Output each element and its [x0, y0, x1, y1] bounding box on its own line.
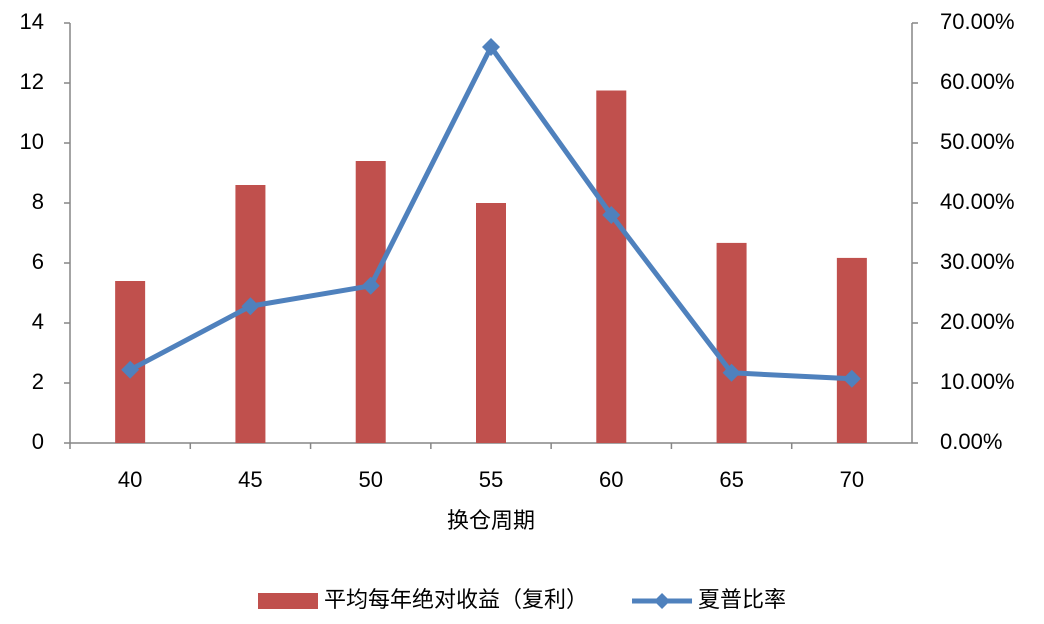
bar	[716, 242, 747, 443]
x-tick-label: 55	[479, 467, 503, 492]
bar	[355, 161, 386, 443]
y2-tick-label: 40.00%	[940, 189, 1015, 214]
legend-label: 夏普比率	[698, 587, 786, 612]
y-tick-label: 14	[20, 9, 44, 34]
legend-marker	[654, 593, 671, 609]
x-tick-label: 70	[840, 467, 864, 492]
y2-tick-label: 0.00%	[940, 429, 1002, 454]
x-tick-label: 45	[238, 467, 262, 492]
line-marker	[241, 297, 260, 316]
y2-tick-label: 60.00%	[940, 69, 1015, 94]
y-tick-label: 10	[20, 129, 44, 154]
y-tick-label: 2	[32, 369, 44, 394]
line-marker	[121, 360, 140, 379]
y2-tick-label: 70.00%	[940, 9, 1015, 34]
y2-tick-label: 10.00%	[940, 369, 1015, 394]
line-marker	[842, 369, 861, 388]
y2-tick-label: 50.00%	[940, 129, 1015, 154]
x-tick-label: 50	[358, 467, 382, 492]
y-tick-label: 8	[32, 189, 44, 214]
y2-tick-label: 30.00%	[940, 249, 1015, 274]
legend-swatch	[258, 593, 318, 609]
bar	[596, 90, 627, 443]
bar	[836, 257, 867, 443]
legend-label: 平均每年绝对收益（复利）	[324, 587, 588, 612]
y-tick-label: 4	[32, 309, 44, 334]
line-marker	[361, 276, 380, 295]
x-tick-label: 40	[118, 467, 142, 492]
x-tick-label: 65	[719, 467, 743, 492]
line-marker	[602, 206, 621, 224]
line-marker	[482, 38, 500, 56]
x-axis-title: 换仓周期	[447, 508, 535, 533]
y-tick-label: 12	[20, 69, 44, 94]
bar	[476, 203, 506, 443]
line-marker	[722, 363, 741, 382]
y2-tick-label: 20.00%	[940, 309, 1015, 334]
y-tick-label: 6	[32, 249, 44, 274]
y-tick-label: 0	[32, 429, 44, 454]
x-tick-label: 60	[599, 467, 623, 492]
